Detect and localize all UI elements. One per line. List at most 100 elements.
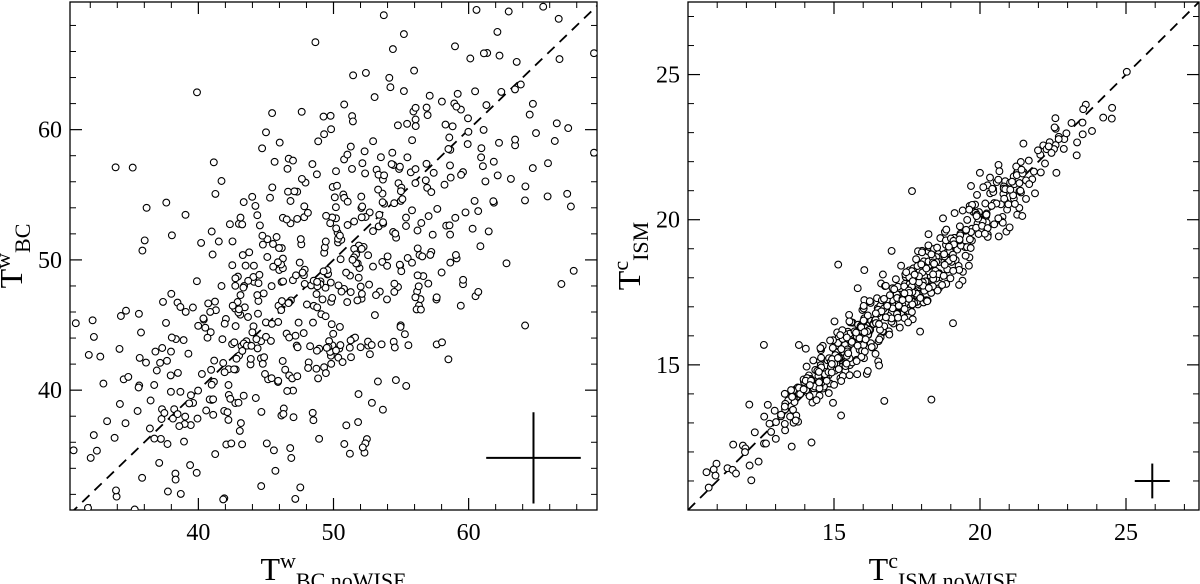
data-point [309, 318, 317, 327]
data-point [411, 103, 420, 112]
data-point [343, 221, 352, 229]
data-point [1000, 194, 1009, 203]
data-point [1047, 148, 1056, 157]
data-point [166, 387, 175, 396]
scatter-points [702, 67, 1131, 492]
data-point [423, 111, 432, 120]
data-point [217, 282, 226, 290]
data-point [319, 112, 328, 121]
data-point [155, 458, 164, 467]
data-point [163, 487, 172, 496]
data-point [330, 193, 339, 202]
data-point [958, 206, 967, 215]
data-point [452, 102, 461, 111]
y-tick-label: 50 [38, 248, 62, 274]
data-point [390, 343, 399, 352]
data-point [875, 335, 884, 344]
data-point [470, 196, 479, 205]
data-point [482, 101, 491, 110]
data-point [827, 368, 836, 377]
error-bar-cross [1134, 463, 1170, 499]
data-point [927, 250, 936, 259]
data-point [763, 400, 772, 409]
data-point [315, 434, 324, 443]
data-point [373, 377, 382, 386]
data-point [353, 296, 362, 305]
data-point [163, 356, 171, 365]
data-point [894, 301, 903, 310]
data-point [287, 454, 296, 462]
data-point [863, 367, 872, 375]
data-point [378, 198, 387, 207]
data-point [994, 214, 1003, 223]
data-point [400, 330, 409, 339]
data-point [402, 381, 411, 390]
data-point [396, 322, 405, 331]
data-point [299, 329, 308, 338]
data-point [86, 453, 95, 462]
data-point [92, 446, 101, 455]
data-point [827, 360, 836, 368]
data-point [297, 174, 306, 183]
data-point [845, 317, 854, 326]
data-point [837, 345, 846, 354]
data-point [770, 406, 779, 415]
data-point [228, 237, 237, 246]
data-point [973, 190, 981, 199]
data-point [197, 370, 206, 378]
data-point [506, 174, 515, 183]
data-point [294, 318, 303, 327]
data-point [966, 244, 975, 252]
data-point [70, 446, 78, 455]
data-point [1059, 144, 1068, 153]
data-point [566, 202, 575, 211]
data-point [377, 340, 386, 349]
data-point [167, 333, 176, 342]
data-point [834, 365, 843, 374]
data-point [84, 350, 93, 359]
data-point [224, 381, 233, 389]
data-point [557, 280, 566, 288]
data-point [424, 212, 433, 221]
data-point [206, 307, 215, 316]
data-point [214, 237, 223, 246]
data-point [390, 287, 399, 296]
data-point [230, 365, 239, 374]
data-point [395, 162, 404, 171]
data-point [267, 374, 276, 383]
data-point [451, 251, 460, 259]
data-point [239, 283, 248, 292]
data-point [268, 109, 277, 118]
data-point [110, 433, 119, 442]
data-point [364, 251, 373, 260]
data-point [133, 407, 142, 415]
data-point [234, 398, 243, 407]
data-point [292, 271, 300, 280]
data-point [964, 261, 973, 270]
data-point [504, 7, 513, 16]
data-point [258, 359, 267, 368]
data-point [150, 434, 159, 443]
data-point [312, 364, 321, 373]
data-point [489, 197, 498, 206]
data-point [247, 341, 256, 350]
data-point [1016, 186, 1025, 195]
data-point [137, 328, 145, 337]
data-point [564, 124, 573, 133]
data-point [949, 254, 958, 263]
data-point [383, 252, 392, 261]
data-point [453, 89, 462, 98]
data-point [390, 279, 399, 288]
data-point [845, 310, 854, 319]
data-point [444, 145, 453, 153]
data-point [204, 299, 213, 308]
data-point [972, 212, 981, 221]
data-point [348, 117, 357, 126]
data-point [397, 267, 406, 276]
data-point [302, 300, 311, 309]
data-point [890, 285, 899, 294]
data-point [320, 130, 329, 139]
data-point [327, 359, 336, 368]
data-point [1099, 113, 1108, 122]
data-point [729, 440, 738, 449]
